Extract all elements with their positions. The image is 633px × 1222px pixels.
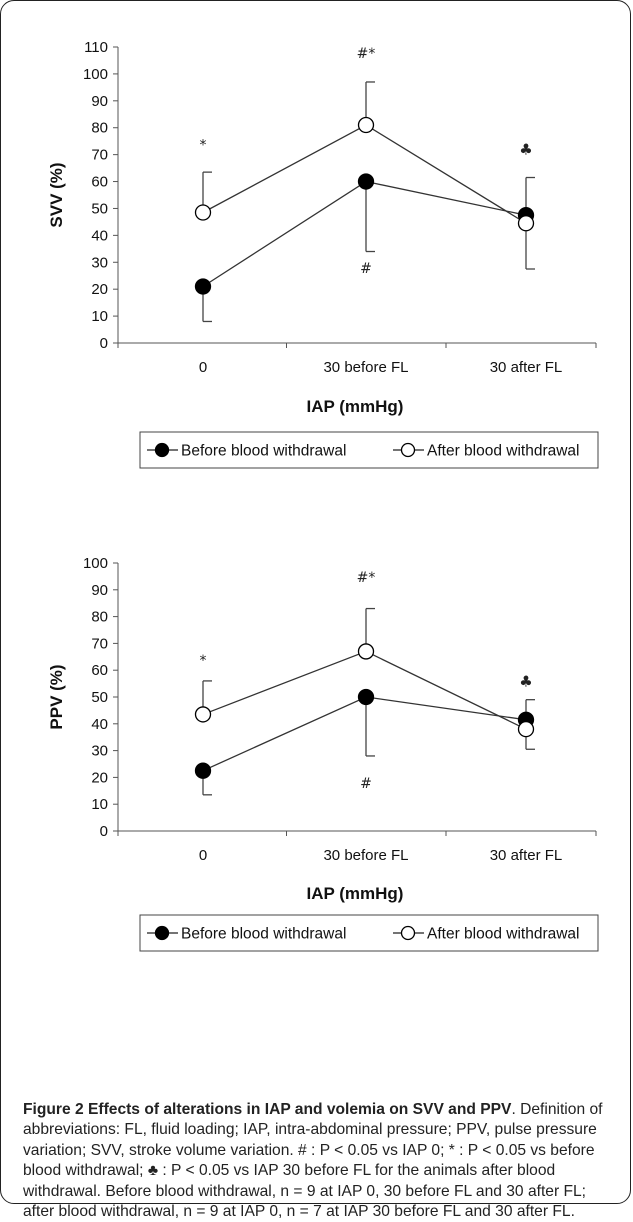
chart1-legend-box <box>139 431 599 469</box>
chart2-legend-marker-before <box>154 925 170 941</box>
chart1-y-tick-label: 0 <box>100 335 108 352</box>
chart1-legend-label-after: After blood withdrawal <box>427 443 580 460</box>
chart2-y-tick-label: 50 <box>91 689 108 706</box>
chart1-y-tick-label: 50 <box>91 200 108 217</box>
chart1-x-tick-label: 0 <box>199 359 207 376</box>
chart2-series-line-before <box>202 696 527 772</box>
chart2-x-axis-label: IAP (mmHg) <box>307 884 404 903</box>
chart2-y-axis-label: PPV (%) <box>47 664 66 729</box>
chart2-legend-box <box>139 914 599 952</box>
caption-text: . Definition of abbreviations: FL, fluid… <box>23 1101 603 1221</box>
chart1-significance-marker: #* <box>357 46 376 62</box>
chart1-point-after <box>357 116 375 134</box>
chart2-x-tick-label: 30 before FL <box>323 847 408 864</box>
chart2-y-tick-label: 30 <box>91 743 108 760</box>
chart2-y-tick-label: 100 <box>83 555 108 572</box>
chart2-legend-label-before: Before blood withdrawal <box>181 926 346 943</box>
chart2-significance-marker: # <box>360 776 372 792</box>
chart2-point-after <box>357 643 375 660</box>
chart1-y-tick-label: 30 <box>91 254 108 271</box>
chart1-significance-marker: * <box>200 137 207 153</box>
chart1-y-tick-label: 60 <box>91 174 108 191</box>
chart2-y-tick-label: 60 <box>91 662 108 679</box>
chart1-y-tick-label: 70 <box>91 147 108 164</box>
chart2-y-tick-label: 0 <box>100 823 108 840</box>
chart2-point-after <box>517 721 535 738</box>
chart1-y-tick-label: 80 <box>91 120 108 137</box>
chart1-y-tick-label: 90 <box>91 93 108 110</box>
chart2-x-tick-label: 0 <box>199 847 207 864</box>
chart1-x-axis-label: IAP (mmHg) <box>307 397 404 416</box>
chart2-y-tick-label: 20 <box>91 769 108 786</box>
chart1-significance-marker: # <box>360 261 372 277</box>
chart1-point-before <box>194 278 212 295</box>
chart2-y-tick-label: 40 <box>91 716 108 733</box>
chart1-legend-label-before: Before blood withdrawal <box>181 443 346 460</box>
chart1-y-axis-label: SVV (%) <box>47 162 66 227</box>
chart2-legend-label-after: After blood withdrawal <box>427 926 580 943</box>
chart2-legend-marker-after <box>400 925 416 941</box>
chart1-x-tick-label: 30 after FL <box>490 359 563 376</box>
chart2-point-before <box>357 688 375 706</box>
chart1-legend-marker-after <box>400 442 416 458</box>
chart1-legend-marker-before <box>154 442 170 458</box>
chart1-y-tick-label: 100 <box>83 66 108 83</box>
chart2-y-tick-label: 80 <box>91 609 108 626</box>
caption-title: Figure 2 Effects of alterations in IAP a… <box>23 1101 512 1118</box>
chart1-point-before <box>357 173 375 190</box>
chart1-y-tick-label: 40 <box>91 227 108 244</box>
chart1-point-after <box>194 204 212 221</box>
chart1-y-tick-label: 10 <box>91 308 108 325</box>
chart1-x-tick-label: 30 before FL <box>323 359 408 376</box>
figure-caption: Figure 2 Effects of alterations in IAP a… <box>23 1100 621 1222</box>
chart1-y-tick-label: 110 <box>84 39 108 56</box>
chart1-significance-marker: ♣ <box>519 141 532 159</box>
chart1-y-tick-label: 20 <box>91 281 108 298</box>
chart2-y-tick-label: 90 <box>91 582 108 599</box>
chart2-point-before <box>194 762 212 779</box>
chart2-significance-marker: * <box>200 653 207 669</box>
chart2-x-tick-label: 30 after FL <box>490 847 563 864</box>
chart2-significance-marker: ♣ <box>519 672 532 690</box>
chart2-y-tick-label: 10 <box>91 796 108 813</box>
chart1-point-after <box>517 215 535 232</box>
chart2-y-tick-label: 70 <box>91 635 108 652</box>
chart2-point-after <box>194 706 212 723</box>
chart2-significance-marker: #* <box>357 570 376 586</box>
